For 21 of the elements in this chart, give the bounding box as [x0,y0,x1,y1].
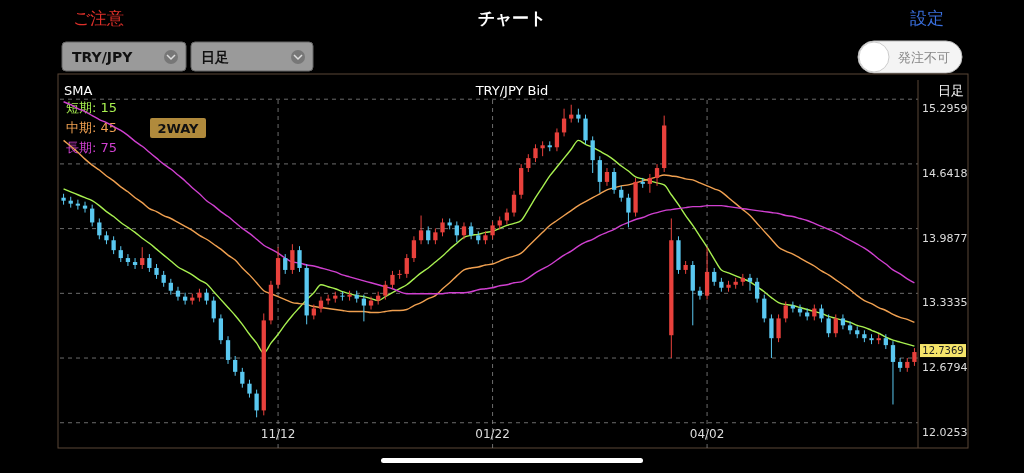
text: 発注不可 [898,50,950,65]
text: 日足 [938,83,964,98]
annotation: SMA [64,83,93,98]
y-tick-label: 14.6418 [922,166,968,180]
y-tick-label: 13.3335 [922,296,968,310]
y-tick-label: 15.2959 [922,102,968,116]
text: ご注意 [72,8,124,28]
annotation: 2WAY [157,121,200,136]
text: チャート [478,8,546,28]
text: TRY/JPY [72,49,134,65]
x-tick-label: 11/12 [260,427,296,441]
text: 設定 [910,8,944,28]
text: 日足 [201,49,229,65]
y-tick-label: 13.9877 [922,231,968,245]
y-tick-label: 12.0253 [922,425,968,439]
text: 12.7369 [922,345,964,357]
x-tick-label: 04/02 [689,427,725,441]
x-tick-label: 01/22 [475,427,510,441]
series-label: 中期: 45 [66,120,118,135]
chart-title: TRY/JPY Bid [474,83,549,98]
y-tick-label: 12.6794 [922,361,968,375]
